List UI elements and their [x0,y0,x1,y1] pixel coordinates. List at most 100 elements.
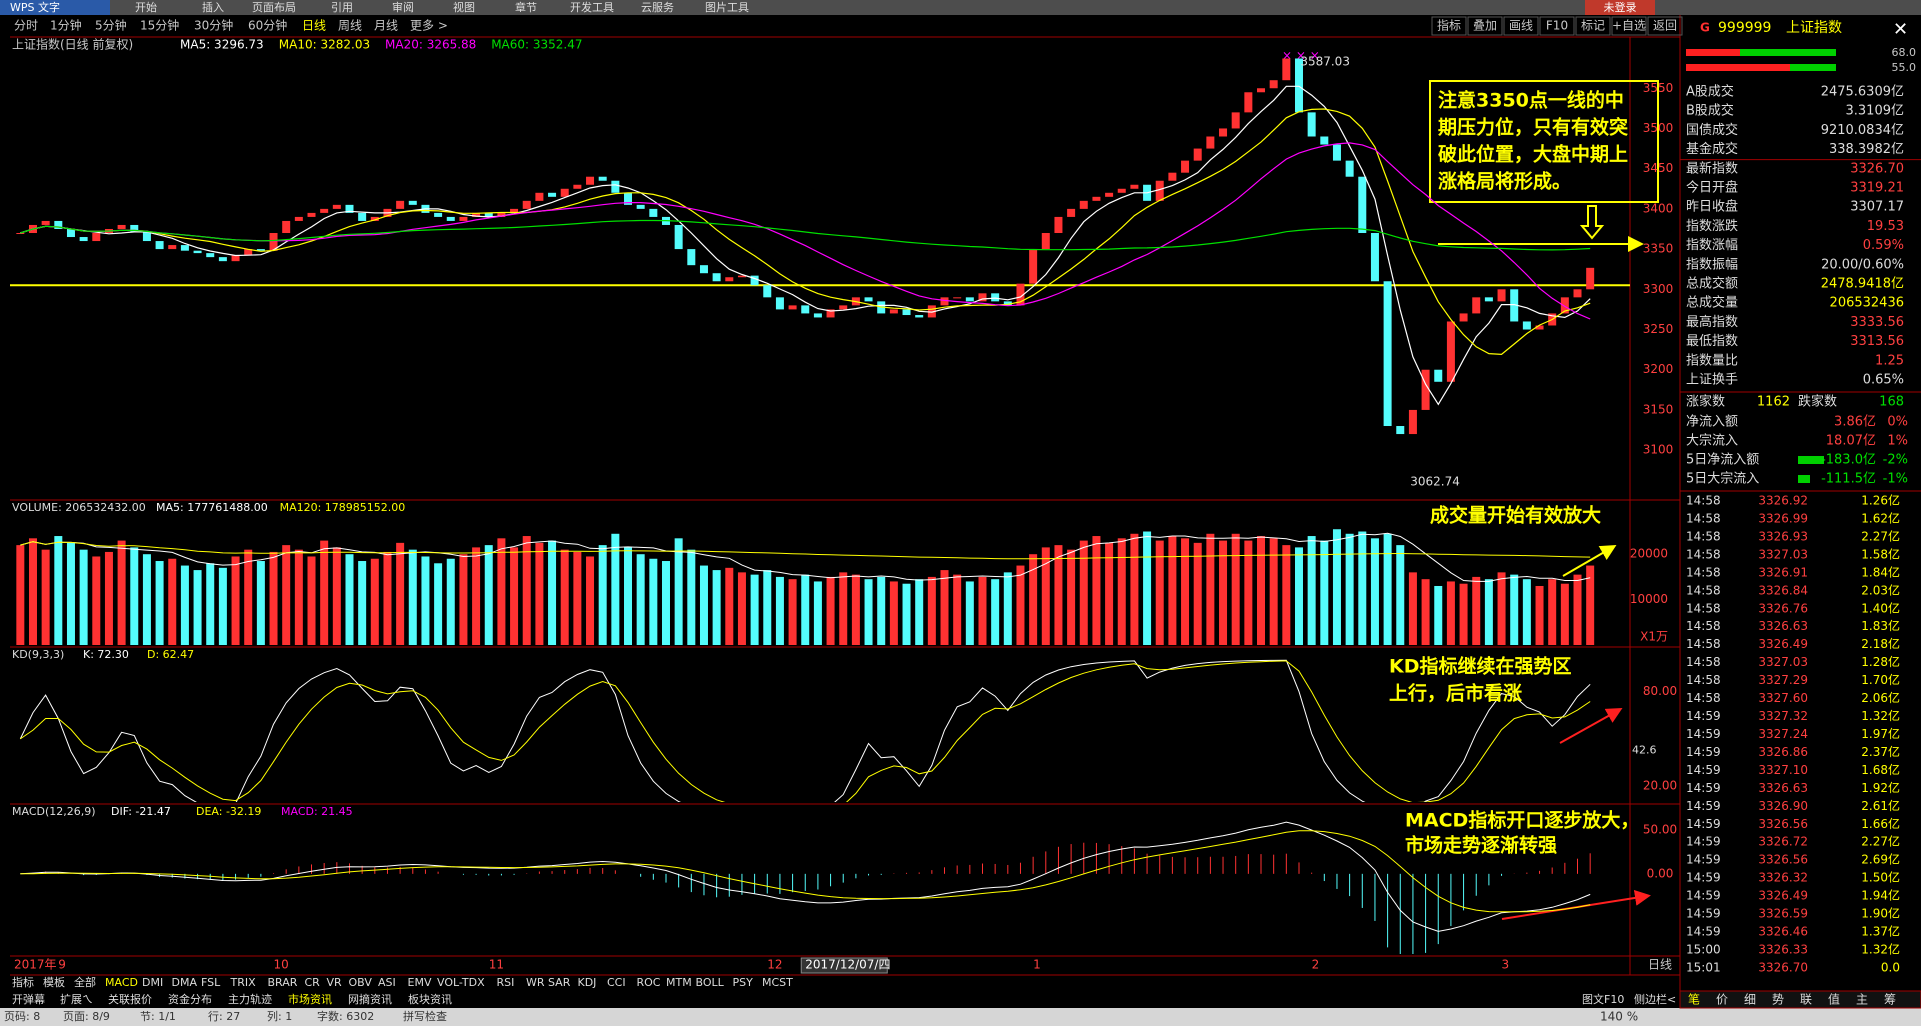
menu-tab[interactable]: 视图 [453,0,475,14]
candle [130,224,139,232]
bottom-tab[interactable]: 主力轨迹 [228,992,272,1006]
volume-bar [737,572,746,645]
indicator-tab[interactable]: MCST [762,976,793,989]
candle [1484,297,1493,302]
bottom-tab[interactable]: 市场资讯 [288,992,332,1006]
indicator-tab[interactable]: BOLL [696,976,725,989]
indicator-tab[interactable]: ROC [637,976,661,989]
tick-time: 14:58 [1686,655,1721,669]
quote-tab[interactable]: 主 [1856,993,1868,1007]
indicator-tab[interactable]: OBV [349,976,373,989]
tick-price: 3326.46 [1758,925,1808,939]
indicator-tab[interactable]: 指标 [12,975,34,989]
period-tab[interactable]: 月线 [374,19,398,33]
indicator-tab[interactable]: DMI [142,976,163,989]
indicator-tab[interactable]: WR [526,976,545,989]
tick-time: 14:58 [1686,565,1721,579]
volume-bar [1510,574,1519,645]
tool-button[interactable] [1575,16,1611,36]
quote-tab[interactable]: 联 [1800,993,1812,1007]
bottom-tab[interactable]: 关联报价 [108,992,152,1006]
bottom-tab[interactable]: 资金分布 [168,992,212,1006]
indicator-tab[interactable]: RSI [497,976,515,989]
period-tab[interactable]: 日线 [302,19,326,33]
quote-tab[interactable]: 价 [1716,993,1728,1007]
menu-tab[interactable]: 云服务 [641,1,674,14]
tool-label[interactable]: 标记 [1581,19,1605,33]
menu-tab[interactable]: 页面布局 [252,1,296,14]
period-tab[interactable]: 5分钟 [95,18,127,33]
tick-price: 3326.84 [1758,583,1808,597]
menu-tab[interactable]: 引用 [331,0,353,14]
indicator-tab[interactable]: VOL-TDX [437,976,485,989]
tool-label[interactable]: 指标 [1437,18,1461,33]
menu-tab[interactable]: 审阅 [392,0,414,14]
bottom-right[interactable]: 侧边栏< [1634,992,1676,1006]
volume-bar [244,549,253,645]
note-text: 上行，后市看涨 [1389,682,1522,705]
tool-button[interactable] [1503,16,1539,36]
high-label: 3587.03 [1300,55,1350,69]
indicator-tab[interactable]: MTM [666,976,692,989]
tick-time: 14:58 [1686,691,1721,705]
period-tab[interactable]: 15分钟 [140,18,179,33]
tool-button[interactable] [1539,16,1575,36]
close-button[interactable]: ✕ [1893,19,1908,40]
indicator-tab[interactable]: DMA [172,976,198,989]
candle [142,231,151,242]
menu-tab[interactable]: 开发工具 [570,0,614,14]
login-button[interactable] [1585,0,1655,15]
indicator-tab[interactable]: SAR [548,976,571,989]
tool-button[interactable] [1611,16,1647,36]
indicator-tab[interactable]: TRIX [230,976,257,989]
bottom-tab[interactable]: 开弹幕 [12,992,45,1006]
macd-line [20,821,1591,932]
tool-label[interactable]: F10 [1546,19,1568,33]
bottom-tab[interactable]: 网摘资讯 [348,992,392,1006]
volume-bar [877,576,886,645]
indicator-tab[interactable]: MACD [105,976,138,989]
menu-tab[interactable]: 章节 [515,0,537,14]
indicator-tab[interactable]: VR [327,976,343,989]
bottom-tab[interactable]: 板块资讯 [408,992,452,1006]
bottom-right[interactable]: 图文F10 [1582,992,1624,1006]
indicator-tab[interactable]: KDJ [578,976,597,989]
quote-tab[interactable]: 细 [1744,993,1756,1007]
indicator-tab[interactable]: CCI [607,976,626,989]
login[interactable]: 未登录 [1604,0,1637,14]
tool-button[interactable] [1467,16,1503,36]
indicator-tab[interactable]: BRAR [268,976,298,989]
indicator-tab[interactable]: PSY [733,976,754,989]
quote-tab[interactable]: 筹 [1884,993,1896,1007]
menu-tab[interactable]: 插入 [202,0,224,14]
quote-tab[interactable]: 笔 [1688,992,1700,1007]
period-tab[interactable]: 30分钟 [194,18,233,33]
tool-label[interactable]: 画线 [1509,19,1533,33]
indicator-tab[interactable]: CR [305,976,321,989]
indicator-tab[interactable]: EMV [408,976,432,989]
period-tab[interactable]: 分时 [14,19,38,33]
bottom-tab[interactable]: 扩展ㄟ [60,992,93,1006]
tool-label[interactable]: 返回 [1653,19,1677,33]
tool-label[interactable]: +自选 [1612,19,1646,33]
indicator-tab[interactable]: ASI [378,976,396,989]
period-tab[interactable]: 1分钟 [50,18,82,33]
app-button[interactable] [0,0,110,15]
menu-tab[interactable]: 开始 [135,0,157,14]
tool-button[interactable] [1431,16,1467,36]
indicator-tab[interactable]: 模板 [43,975,65,989]
tool-label[interactable]: 叠加 [1473,19,1497,33]
period-tab[interactable]: 周线 [338,19,362,33]
volume-bar [383,551,392,645]
app-name[interactable]: WPS 文字 [10,0,60,14]
tool-button[interactable] [1647,16,1683,36]
quote-tab[interactable]: 势 [1772,993,1784,1007]
quote-tab[interactable]: 值 [1828,992,1840,1007]
menu-tab[interactable]: 图片工具 [705,1,749,14]
indicator-tab[interactable]: FSL [201,976,221,989]
period-tab[interactable]: 更多 > [410,19,448,33]
indicator-tab[interactable]: 全部 [74,975,96,989]
candle [434,212,443,217]
period-tab[interactable]: 60分钟 [248,18,287,33]
volume-bar [396,542,405,645]
